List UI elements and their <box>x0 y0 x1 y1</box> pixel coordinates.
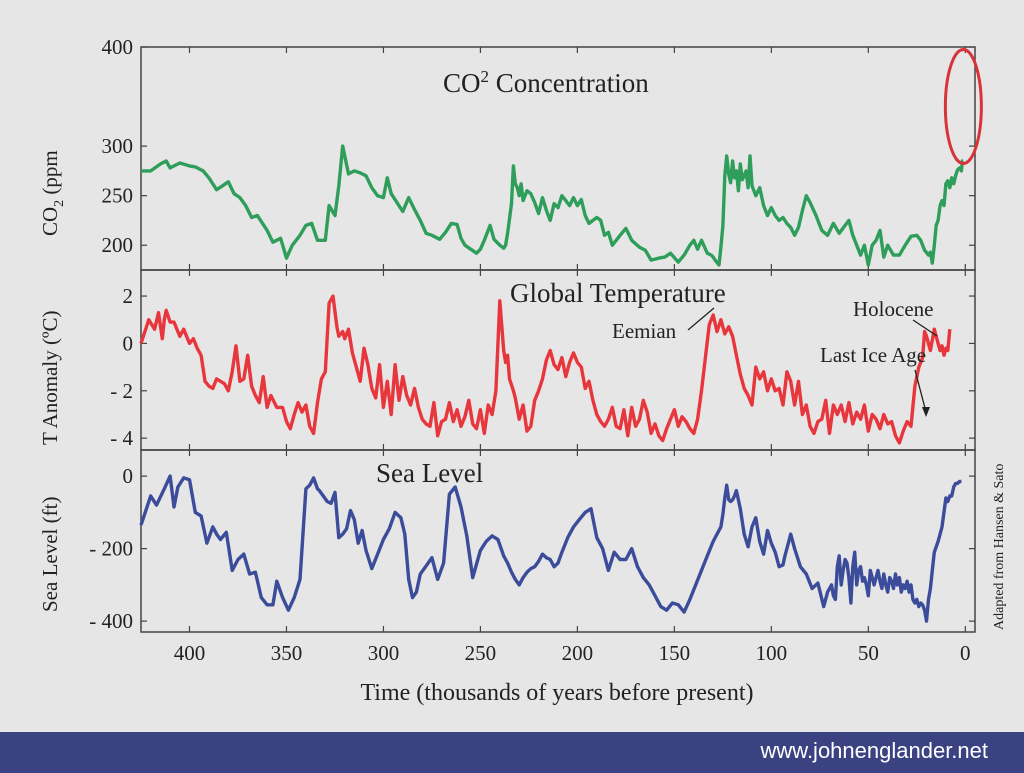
y-tick-label: - 4 <box>110 426 133 450</box>
website-link[interactable]: www.johnenglander.net <box>760 738 989 763</box>
x-tick-label: 300 <box>368 641 400 665</box>
x-tick-label: 250 <box>465 641 497 665</box>
temperature-series-line <box>139 294 952 445</box>
co2-panel-title: CO2 Concentration <box>443 67 649 98</box>
holocene-pointer <box>912 319 938 337</box>
sea-level-axis-label: Sea Level (ft) <box>38 497 62 612</box>
x-tick-label: 350 <box>271 641 303 665</box>
x-tick-label: 100 <box>756 641 788 665</box>
co2-axis-label: CO2 (ppm <box>38 150 67 236</box>
x-tick-label: 400 <box>174 641 206 665</box>
sea-level-series-line <box>139 474 962 623</box>
eemian-annotation: Eemian <box>612 319 677 343</box>
arrow-head-icon <box>922 407 930 417</box>
highlight-ellipse <box>943 47 983 165</box>
x-tick-label: 50 <box>858 641 879 665</box>
y-tick-label: - 200 <box>89 537 133 561</box>
climate-chart: 400 300 250 200 CO2 Concentration CO2 (ppm 2 0 -… <box>38 35 1007 706</box>
sea-level-panel-title: Sea Level <box>376 458 483 488</box>
x-axis-label: Time (thousands of years before present) <box>360 680 753 706</box>
x-tick-label: 150 <box>659 641 691 665</box>
y-tick-label: 0 <box>123 331 134 355</box>
y-tick-label: 250 <box>102 184 134 208</box>
y-tick-label: 2 <box>123 284 134 308</box>
last-ice-age-pointer <box>914 369 927 413</box>
temperature-axis-label: T Anomaly (ºC) <box>38 311 62 445</box>
co2-series-line <box>141 144 965 267</box>
temperature-panel-title: Global Temperature <box>510 278 726 308</box>
holocene-annotation: Holocene <box>853 297 933 321</box>
x-tick-label: 200 <box>562 641 594 665</box>
eemian-pointer <box>687 307 715 331</box>
credit-label: Adapted from Hansen & Sato <box>992 464 1007 630</box>
y-tick-label: 300 <box>102 134 134 158</box>
x-tick-label: 0 <box>960 641 971 665</box>
sea-level-panel-frame <box>140 449 976 633</box>
y-tick-label: - 400 <box>89 609 133 633</box>
y-tick-label: 0 <box>123 464 134 488</box>
y-tick-label: 400 <box>102 35 134 59</box>
footer-bar: www.johnenglander.net <box>0 732 1024 773</box>
y-tick-label: - 2 <box>110 379 133 403</box>
y-tick-label: 200 <box>102 233 134 257</box>
last-ice-age-annotation: Last Ice Age <box>820 343 926 367</box>
